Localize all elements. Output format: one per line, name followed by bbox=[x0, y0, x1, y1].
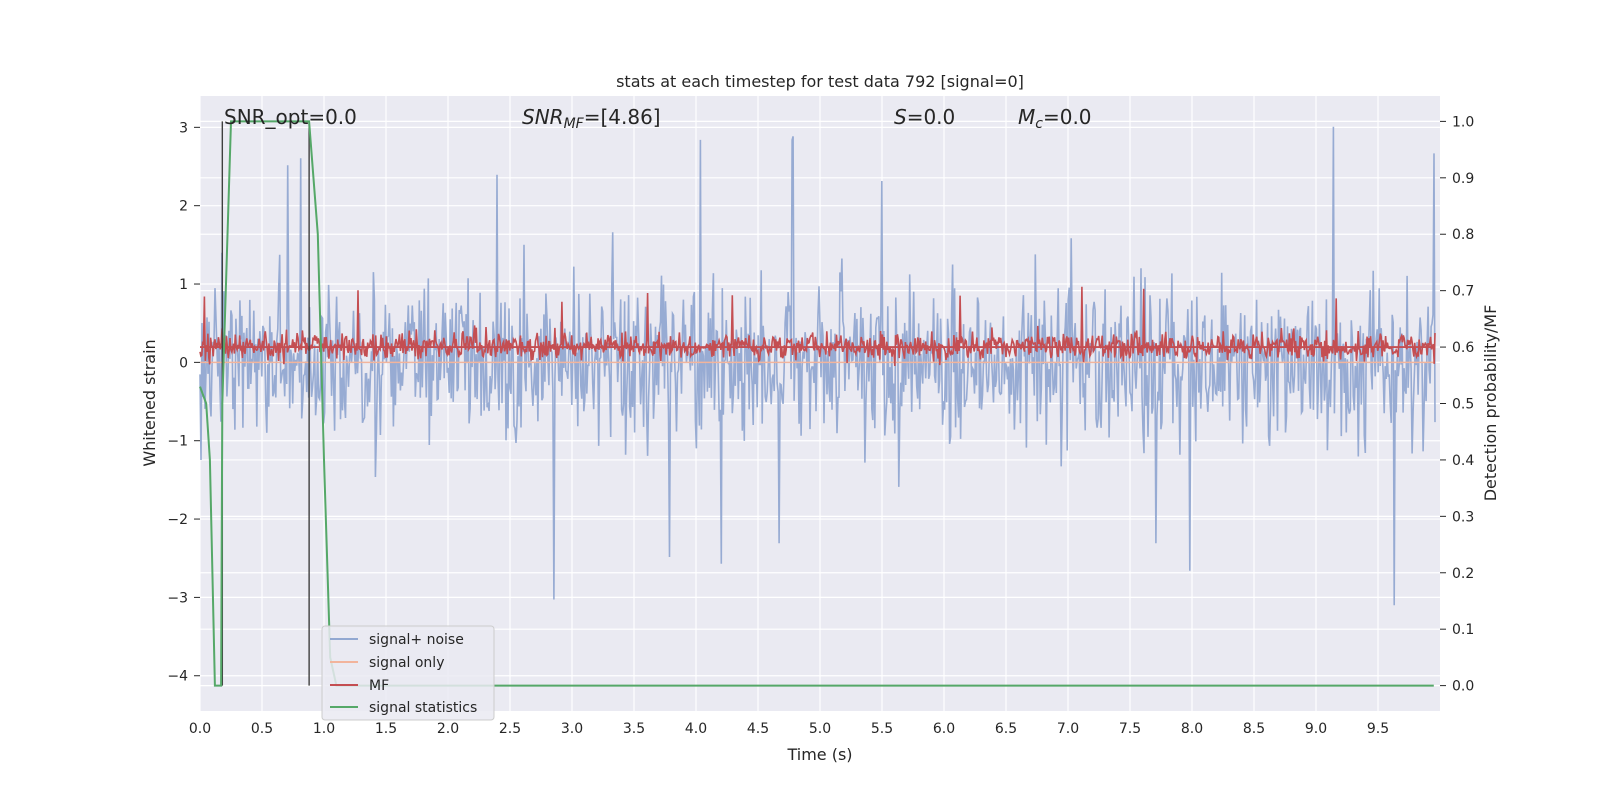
x-tick-label: 9.5 bbox=[1367, 721, 1389, 737]
x-tick-label: 1.5 bbox=[375, 721, 397, 737]
axis-ticks: 0.0 0.5 1.0 1.5 2.0 2.5 3.0 3.5 4.0 4.5 5.0 5.5 6.0 6… bbox=[167, 114, 1474, 737]
y-tick-label: −2 bbox=[167, 512, 188, 528]
y-tick-label: 1 bbox=[179, 277, 188, 293]
legend-label-noise: signal+ noise bbox=[369, 632, 464, 648]
y-right-tick-label: 0.7 bbox=[1452, 284, 1474, 300]
y-tick-label: 0 bbox=[179, 355, 188, 371]
y-right-tick-label: 0.9 bbox=[1452, 171, 1474, 187]
y-tick-label: 2 bbox=[179, 199, 188, 215]
legend-label-mf: MF bbox=[369, 678, 389, 694]
y-tick-label: 3 bbox=[179, 120, 188, 136]
legend-label-stats: signal statistics bbox=[369, 700, 477, 716]
y-tick-label: −1 bbox=[167, 434, 188, 450]
y-right-tick-label: 0.6 bbox=[1452, 340, 1474, 356]
x-tick-label: 2.0 bbox=[437, 721, 459, 737]
x-tick-label: 0.0 bbox=[189, 721, 211, 737]
x-tick-label: 7.0 bbox=[1057, 721, 1079, 737]
y-axis-label: Whitened strain bbox=[140, 339, 159, 466]
annotation-s: S=0.0 bbox=[894, 105, 955, 129]
x-tick-label: 3.5 bbox=[623, 721, 645, 737]
grid-lines bbox=[199, 96, 1440, 711]
x-tick-label: 6.5 bbox=[995, 721, 1017, 737]
x-tick-label: 9.0 bbox=[1305, 721, 1327, 737]
x-tick-label: 1.0 bbox=[313, 721, 335, 737]
legend-label-signal-only: signal only bbox=[369, 655, 444, 671]
legend-box bbox=[321, 625, 495, 721]
legend: signal+ noise signal only MF signal stat… bbox=[321, 625, 495, 721]
x-tick-label: 5.0 bbox=[809, 721, 831, 737]
x-tick-label: 3.0 bbox=[561, 721, 583, 737]
y-right-tick-label: 0.1 bbox=[1452, 622, 1474, 638]
series-signal-statistics bbox=[199, 120, 1434, 687]
x-tick-label: 5.5 bbox=[871, 721, 893, 737]
x-tick-label: 6.0 bbox=[933, 721, 955, 737]
y-tick-label: −4 bbox=[167, 669, 188, 685]
y-tick-label: −3 bbox=[167, 590, 188, 606]
annotation-snr-opt: SNR_opt=0.0 bbox=[224, 105, 357, 129]
x-tick-label: 7.5 bbox=[1119, 721, 1141, 737]
x-tick-label: 8.0 bbox=[1181, 721, 1203, 737]
y-right-tick-label: 0.3 bbox=[1452, 509, 1474, 525]
x-tick-label: 8.5 bbox=[1243, 721, 1265, 737]
y-right-tick-label: 0.4 bbox=[1452, 453, 1474, 469]
y-right-tick-label: 0.5 bbox=[1452, 397, 1474, 413]
x-tick-label: 2.5 bbox=[499, 721, 521, 737]
chart-title: stats at each timestep for test data 792… bbox=[616, 72, 1024, 91]
y-right-axis-label: Detection probability/MF bbox=[1481, 305, 1500, 502]
y-right-tick-label: 0.0 bbox=[1452, 679, 1474, 695]
annotation-mc: Mc=0.0 bbox=[1018, 105, 1092, 132]
x-axis-label: Time (s) bbox=[786, 745, 852, 764]
y-right-tick-label: 1.0 bbox=[1452, 114, 1474, 130]
x-tick-label: 0.5 bbox=[251, 721, 273, 737]
annotation-snr-mf: SNRMF=[4.86] bbox=[522, 105, 661, 132]
x-tick-label: 4.5 bbox=[747, 721, 769, 737]
y-right-tick-label: 0.8 bbox=[1452, 227, 1474, 243]
x-tick-label: 4.0 bbox=[685, 721, 707, 737]
data-series bbox=[199, 120, 1436, 687]
y-right-tick-label: 0.2 bbox=[1452, 566, 1474, 582]
